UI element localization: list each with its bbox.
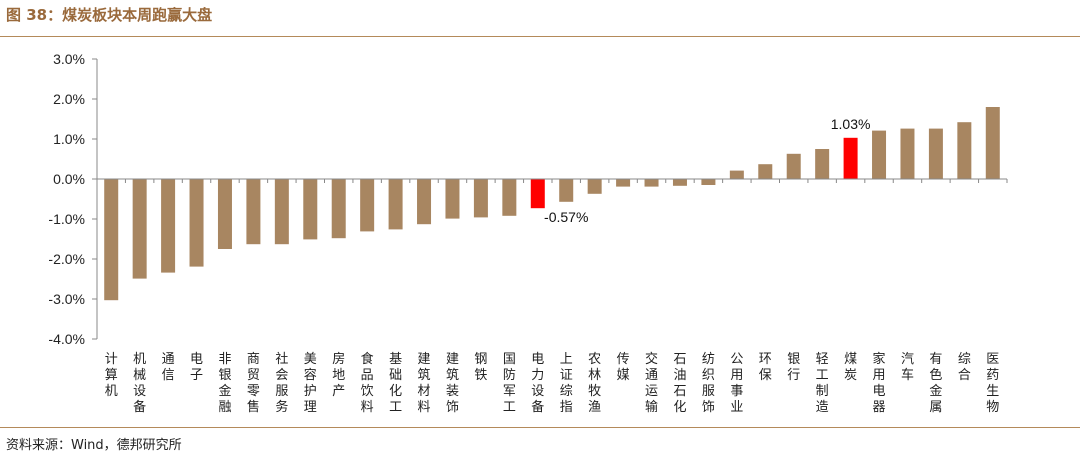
- bar: [473, 179, 488, 218]
- x-tick-label: 公用事业: [730, 352, 743, 415]
- bar: [217, 179, 232, 249]
- bar: [672, 179, 687, 186]
- bar: [274, 179, 289, 245]
- x-tick-label: 商贸零售: [247, 352, 260, 415]
- bar: [303, 179, 318, 240]
- x-tick-label: 电子: [190, 352, 203, 383]
- bar: [957, 122, 972, 179]
- x-tick-label: 非银金融: [218, 352, 231, 415]
- bar: [701, 179, 716, 185]
- bar: [843, 137, 858, 179]
- data-labels: -0.57% 1.03%: [544, 116, 870, 225]
- y-tick-label: -4.0%: [48, 331, 85, 347]
- x-tick-label: 交通运输: [645, 351, 658, 415]
- bar: [985, 107, 1000, 179]
- bar: [104, 179, 119, 301]
- y-tick-label: -1.0%: [48, 211, 85, 227]
- x-tick-label: 钢铁: [474, 352, 487, 383]
- bar: [616, 179, 631, 187]
- x-axis: [96, 178, 1008, 183]
- bar: [161, 179, 176, 273]
- x-tick-label: 传媒: [617, 352, 630, 383]
- bar: [530, 179, 545, 209]
- bar: [786, 153, 801, 179]
- bar: [559, 179, 574, 202]
- x-tick-label: 房地产: [332, 351, 345, 399]
- y-tick-label: -2.0%: [48, 251, 85, 267]
- data-label: -0.57%: [544, 209, 588, 225]
- x-tick-label: 基础化工: [389, 352, 402, 415]
- bar: [246, 179, 261, 245]
- x-tick-label: 有色金属: [929, 352, 942, 415]
- bar: [758, 164, 773, 179]
- x-tick-label: 环保: [759, 352, 772, 383]
- x-tick-label: 建筑装饰: [446, 352, 459, 415]
- bar: [872, 130, 887, 179]
- x-tick-label: 石油石化: [673, 352, 686, 415]
- x-tick-label: 轻工制造: [816, 352, 829, 415]
- x-tick-label: 机械设备: [133, 352, 146, 415]
- x-tick-label: 银行: [787, 352, 800, 383]
- y-tick-label: 3.0%: [53, 51, 85, 67]
- x-tick-label: 计算机: [105, 352, 118, 399]
- x-tick-label: 电力设备: [531, 352, 544, 415]
- bar: [360, 179, 375, 232]
- y-tick-label: -3.0%: [48, 291, 85, 307]
- bar: [331, 179, 346, 239]
- x-tick-label: 家用电器: [873, 351, 886, 415]
- x-tick-label: 美容护理: [304, 352, 317, 415]
- y-tick-label: 0.0%: [53, 171, 85, 187]
- bar: [729, 170, 744, 179]
- x-tick-label: 通信: [162, 352, 175, 383]
- bar: [587, 179, 602, 194]
- bar: [388, 179, 403, 230]
- bottom-divider: [0, 427, 1080, 428]
- bar: [445, 179, 460, 219]
- x-tick-label: 国防军工: [503, 352, 516, 415]
- bar: [417, 179, 432, 225]
- bar: [900, 128, 915, 179]
- x-tick-label: 上证综指: [560, 352, 573, 415]
- bar: [815, 149, 830, 179]
- x-tick-label: 汽车: [901, 352, 914, 383]
- y-tick-label: 2.0%: [53, 91, 85, 107]
- bar-series: [104, 107, 1000, 301]
- x-tick-label: 食品饮料: [361, 351, 374, 415]
- bar: [132, 179, 147, 279]
- y-tick-label: 1.0%: [53, 131, 85, 147]
- y-axis: 3.0% 2.0% 1.0% 0.0% -1.0% -2.0% -3.0% -4.0%: [48, 51, 98, 347]
- x-tick-label: 建筑材料: [418, 352, 431, 415]
- bar: [502, 179, 517, 216]
- x-tick-label: 综合: [958, 352, 971, 383]
- x-tick-label: 煤炭: [844, 352, 857, 383]
- x-tick-label: 纺织服饰: [702, 352, 715, 415]
- bar: [644, 179, 659, 187]
- bar: [928, 128, 943, 179]
- figure-title: 图 38：煤炭板块本周跑赢大盘: [6, 6, 213, 24]
- bar: [189, 179, 204, 267]
- x-tick-label: 农林牧渔: [588, 352, 601, 415]
- top-divider: [0, 36, 1080, 37]
- source-note: 资料来源：Wind，德邦研究所: [6, 438, 182, 453]
- data-label: 1.03%: [831, 116, 871, 132]
- x-tick-label: 社会服务: [275, 351, 288, 415]
- x-tick-label: 医药生物: [986, 352, 999, 415]
